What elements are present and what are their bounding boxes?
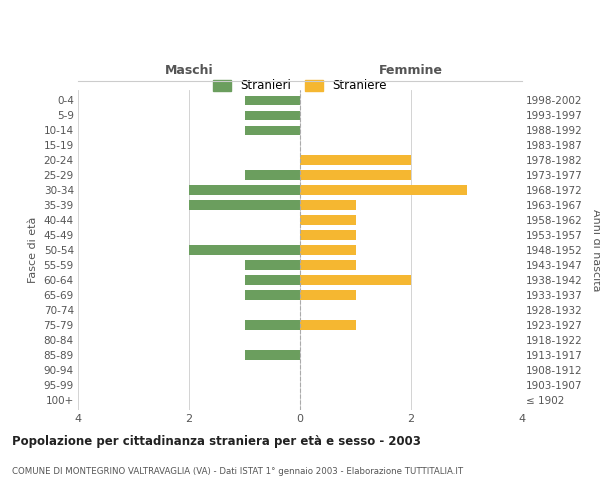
Bar [300,230,356,240]
Bar [189,200,300,210]
Bar [245,170,300,180]
Bar [245,96,300,106]
Legend: Stranieri, Straniere: Stranieri, Straniere [209,76,391,96]
Text: Maschi: Maschi [164,64,214,78]
Text: Popolazione per cittadinanza straniera per età e sesso - 2003: Popolazione per cittadinanza straniera p… [12,435,421,448]
Bar [245,260,300,270]
Bar [189,186,300,195]
Bar [245,290,300,300]
Bar [245,320,300,330]
Bar [245,275,300,285]
Bar [189,245,300,255]
Bar [300,320,356,330]
Bar [300,245,356,255]
Bar [300,275,411,285]
Bar [300,170,411,180]
Text: COMUNE DI MONTEGRINO VALTRAVAGLIA (VA) - Dati ISTAT 1° gennaio 2003 - Elaborazio: COMUNE DI MONTEGRINO VALTRAVAGLIA (VA) -… [12,468,463,476]
Bar [300,260,356,270]
Bar [300,156,411,165]
Y-axis label: Fasce di età: Fasce di età [28,217,38,283]
Text: Femmine: Femmine [379,64,443,78]
Bar [300,186,467,195]
Bar [245,350,300,360]
Bar [245,110,300,120]
Bar [245,126,300,135]
Bar [300,290,356,300]
Bar [300,200,356,210]
Y-axis label: Anni di nascita: Anni di nascita [591,209,600,291]
Bar [300,215,356,225]
